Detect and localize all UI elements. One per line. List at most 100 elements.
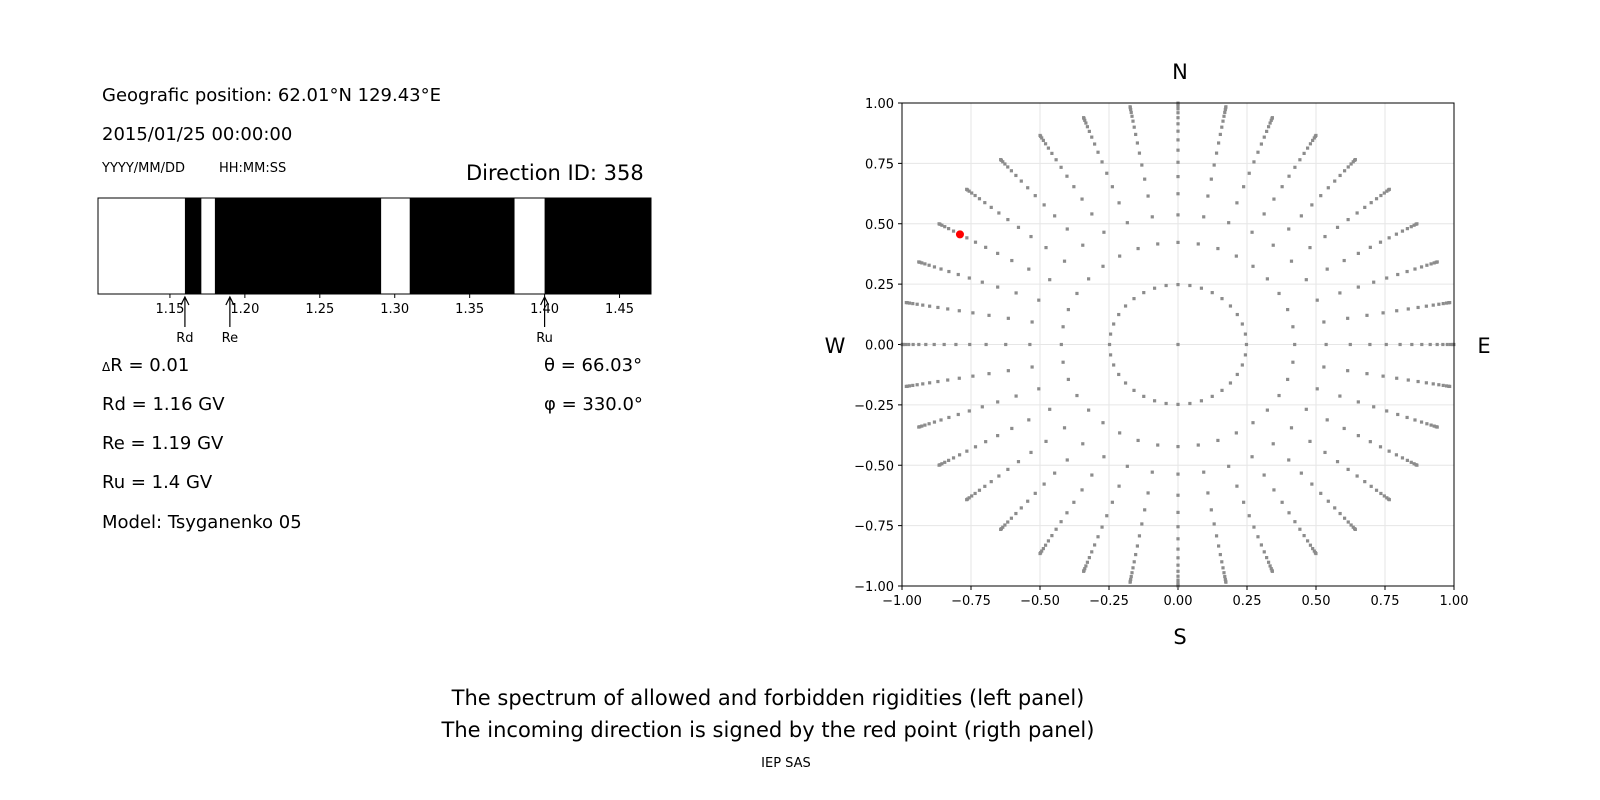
direction-point: [1082, 116, 1086, 120]
direction-point: [1242, 500, 1246, 504]
direction-point: [1176, 116, 1180, 120]
direction-point: [1143, 508, 1147, 512]
direction-point: [1445, 342, 1449, 347]
direction-point: [911, 342, 915, 347]
direction-point: [984, 440, 988, 444]
direction-point: [1302, 151, 1306, 155]
direction-point: [1132, 560, 1136, 564]
direction-point: [1210, 291, 1214, 295]
direction-point: [1269, 118, 1273, 122]
direction-point: [1429, 423, 1433, 427]
direction-point: [1333, 179, 1337, 183]
direction-point: [1061, 325, 1065, 329]
x-tick-label: 1.45: [605, 302, 634, 317]
direction-point: [1242, 185, 1246, 189]
direction-point: [983, 484, 987, 488]
direction-point: [1302, 534, 1306, 538]
direction-point: [1444, 301, 1449, 305]
direction-point: [1265, 277, 1269, 281]
direction-point: [1033, 194, 1037, 198]
direction-point: [1010, 258, 1014, 263]
direction-point: [1277, 393, 1281, 398]
direction-point: [1286, 307, 1290, 312]
direction-point: [1206, 194, 1210, 198]
direction-point: [1287, 458, 1291, 462]
direction-point: [921, 382, 925, 386]
direction-point: [1312, 136, 1316, 140]
direction-point: [1312, 549, 1316, 553]
direction-point: [1372, 280, 1376, 284]
direction-point: [1384, 342, 1388, 347]
direction-point: [915, 383, 919, 387]
direction-point: [1216, 438, 1220, 443]
direction-point: [1382, 494, 1386, 498]
rd-value: Rd = 1.16 GV: [102, 394, 225, 415]
direction-point: [1299, 471, 1303, 475]
direction-point: [1093, 142, 1097, 146]
direction-point: [971, 311, 975, 315]
direction-point: [1152, 286, 1157, 290]
direction-id: Direction ID: 358: [466, 161, 644, 185]
direction-point: [1083, 567, 1087, 571]
direction-point: [1135, 544, 1139, 548]
direction-point: [1117, 312, 1121, 317]
y-tick-label: 0.75: [865, 157, 894, 172]
direction-point: [1346, 217, 1350, 222]
direction-point: [1252, 525, 1256, 529]
direction-point: [1082, 569, 1086, 573]
direction-point: [1235, 372, 1239, 377]
direction-point: [1268, 564, 1272, 568]
direction-point: [1272, 197, 1276, 201]
direction-point: [923, 423, 927, 427]
direction-point: [1112, 322, 1116, 326]
direction-point: [1040, 549, 1044, 553]
direction-point: [1048, 407, 1052, 411]
direction-point: [1026, 186, 1030, 190]
direction-point: [936, 379, 940, 384]
direction-point: [1176, 148, 1180, 152]
direction-point: [928, 381, 932, 385]
direction-point: [1319, 194, 1323, 198]
direction-point: [946, 378, 950, 382]
direction-point: [928, 304, 932, 308]
direction-point: [1405, 269, 1409, 274]
direction-point: [1412, 223, 1416, 227]
delta-r-value: R = 0.01: [110, 355, 190, 376]
marker-label: Ru: [536, 331, 553, 346]
direction-point: [1218, 132, 1222, 137]
direction-point: [1006, 520, 1010, 524]
direction-point: [947, 415, 951, 420]
time-format-label: HH:MM:SS: [219, 161, 287, 176]
x-tick-label: 1.35: [455, 302, 484, 317]
direction-point: [1223, 110, 1227, 115]
phi-value: φ = 330.0°: [544, 394, 643, 415]
direction-point: [1432, 261, 1436, 265]
direction-point: [1277, 291, 1281, 296]
direction-point: [1176, 402, 1180, 407]
direction-point: [996, 251, 1000, 255]
direction-point: [980, 405, 984, 409]
direction-point: [1244, 342, 1249, 347]
x-tick-label: 1.00: [1440, 594, 1469, 609]
direction-point: [1156, 242, 1160, 246]
ru-value: Ru = 1.4 GV: [102, 472, 213, 493]
direction-point: [946, 307, 950, 311]
direction-point: [1033, 491, 1037, 495]
direction-point: [1080, 488, 1084, 492]
direction-point: [1405, 415, 1409, 420]
direction-point: [1431, 303, 1435, 307]
direction-point: [1349, 523, 1353, 527]
direction-point: [1130, 114, 1134, 118]
scatter-frame: [901, 102, 1455, 587]
direction-point: [1176, 581, 1180, 585]
direction-point: [1368, 342, 1372, 347]
direction-point: [1234, 254, 1238, 258]
x-tick-label: 1.15: [155, 302, 184, 317]
direction-point: [1129, 107, 1133, 112]
direction-point: [932, 265, 937, 269]
direction-point: [1028, 342, 1032, 347]
direction-point: [1164, 283, 1168, 288]
direction-point: [1381, 374, 1385, 378]
direction-point: [997, 211, 1001, 215]
direction-point: [973, 445, 978, 449]
